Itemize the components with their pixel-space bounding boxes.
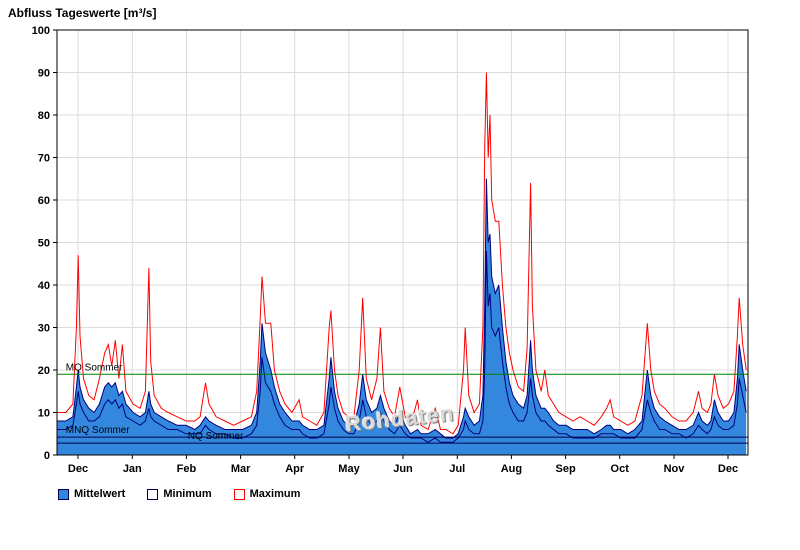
svg-text:Mar: Mar xyxy=(231,463,251,475)
svg-text:60: 60 xyxy=(38,195,50,207)
svg-text:Aug: Aug xyxy=(501,463,522,475)
plot-area: MQ Sommer MNQ Sommer NQ Sommer 0 10 20 30 40 50 6… xyxy=(32,25,749,475)
legend-label-maximum: Maximum xyxy=(249,488,301,500)
svg-text:20: 20 xyxy=(38,365,50,377)
svg-text:Dec: Dec xyxy=(718,463,738,475)
legend-label-mittelwert: Mittelwert xyxy=(74,488,126,500)
legend-item-maximum: Maximum xyxy=(233,488,301,500)
svg-text:MQ Sommer: MQ Sommer xyxy=(66,362,123,373)
svg-text:30: 30 xyxy=(38,323,50,335)
legend-swatch-mittelwert-icon xyxy=(58,488,69,500)
svg-text:10: 10 xyxy=(38,408,50,420)
legend-swatch-minimum-icon xyxy=(147,488,159,500)
svg-text:90: 90 xyxy=(38,68,50,80)
svg-text:Apr: Apr xyxy=(285,463,305,475)
svg-text:Sep: Sep xyxy=(556,463,576,475)
svg-text:50: 50 xyxy=(38,238,50,250)
legend-label-minimum: Minimum xyxy=(163,488,212,500)
legend-swatch-maximum-icon xyxy=(233,488,245,500)
svg-text:80: 80 xyxy=(38,110,50,122)
svg-text:NQ Sommer: NQ Sommer xyxy=(188,431,244,442)
svg-text:May: May xyxy=(338,463,360,475)
svg-text:Jun: Jun xyxy=(393,463,413,475)
svg-text:0: 0 xyxy=(44,450,50,462)
svg-text:40: 40 xyxy=(38,280,50,292)
legend: Mittelwert Minimum Maximum xyxy=(58,488,300,500)
svg-text:100: 100 xyxy=(32,25,50,37)
svg-text:Jan: Jan xyxy=(123,463,142,475)
svg-text:70: 70 xyxy=(38,153,50,165)
legend-item-minimum: Minimum xyxy=(147,488,212,500)
svg-text:Dec: Dec xyxy=(68,463,88,475)
legend-item-mittelwert: Mittelwert xyxy=(58,488,125,500)
svg-text:MNQ Sommer: MNQ Sommer xyxy=(66,425,131,436)
chart-title: Abfluss Tageswerte [m³/s] xyxy=(8,6,157,20)
svg-text:Jul: Jul xyxy=(449,463,465,475)
svg-text:Nov: Nov xyxy=(664,463,686,475)
svg-text:Oct: Oct xyxy=(611,463,630,475)
svg-text:Feb: Feb xyxy=(177,463,197,475)
